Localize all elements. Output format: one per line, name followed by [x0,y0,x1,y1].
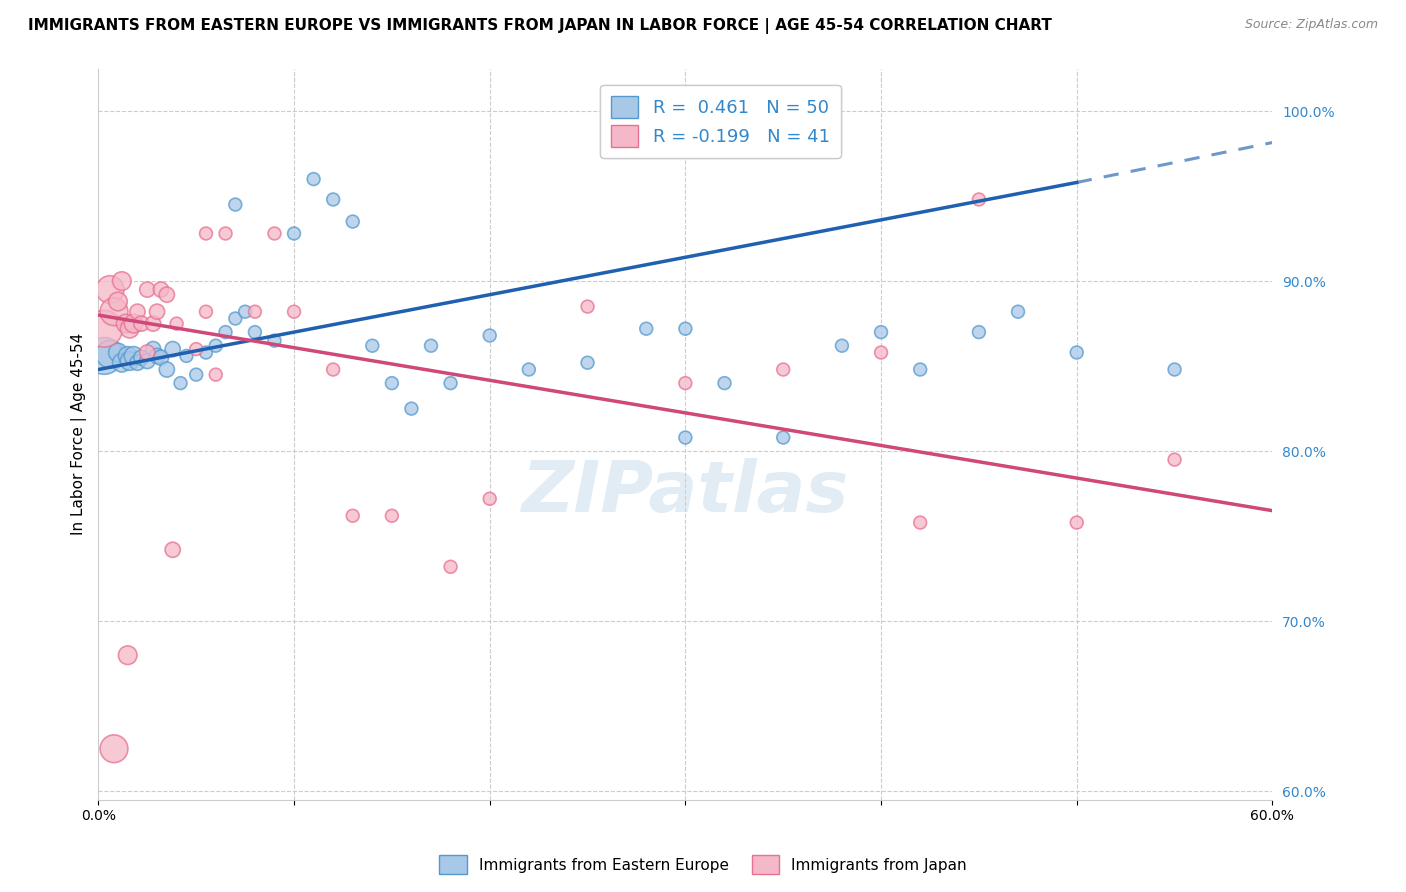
Point [146,304,169,318]
Point [870,345,893,359]
Point [131,351,153,365]
Point [870,325,893,339]
Point [114,317,136,331]
Point [127,304,149,318]
Point [117,648,139,663]
Point [127,356,149,370]
Point [381,508,404,523]
Legend: Immigrants from Eastern Europe, Immigrants from Japan: Immigrants from Eastern Europe, Immigran… [433,849,973,880]
Point [186,342,208,356]
Point [149,351,172,365]
Point [263,227,285,241]
Point [673,322,696,336]
Point [204,339,226,353]
Point [142,317,165,331]
Point [156,362,179,376]
Point [439,376,461,391]
Point [122,349,145,363]
Point [713,376,735,391]
Point [478,491,501,506]
Point [186,368,208,382]
Point [136,345,159,359]
Point [1163,362,1185,376]
Point [224,197,246,211]
Point [401,401,423,416]
Text: ZIPatlas: ZIPatlas [522,458,849,527]
Point [93,322,115,336]
Y-axis label: In Labor Force | Age 45-54: In Labor Force | Age 45-54 [72,333,87,535]
Point [103,304,125,318]
Point [322,193,344,207]
Point [673,431,696,445]
Point [576,300,599,314]
Point [342,508,364,523]
Point [420,339,443,353]
Point [636,322,658,336]
Point [439,559,461,574]
Point [831,339,853,353]
Point [204,368,226,382]
Point [194,227,217,241]
Point [93,349,115,363]
Point [478,328,501,343]
Point [772,431,794,445]
Point [322,362,344,376]
Point [1066,345,1088,359]
Point [673,376,696,391]
Point [214,325,236,339]
Point [122,317,145,331]
Point [162,542,184,557]
Point [166,317,188,331]
Point [243,304,266,318]
Point [194,304,217,318]
Point [283,304,305,318]
Point [772,362,794,376]
Point [136,283,159,297]
Point [162,342,184,356]
Point [111,356,134,370]
Point [107,294,129,309]
Legend: R =  0.461   N = 50, R = -0.199   N = 41: R = 0.461 N = 50, R = -0.199 N = 41 [600,85,841,158]
Point [1066,516,1088,530]
Point [342,214,364,228]
Point [908,516,931,530]
Point [111,274,134,288]
Point [233,304,256,318]
Point [967,325,990,339]
Point [263,334,285,348]
Text: Source: ZipAtlas.com: Source: ZipAtlas.com [1244,18,1378,31]
Point [131,317,153,331]
Point [517,362,540,376]
Point [576,356,599,370]
Point [302,172,325,186]
Point [1163,452,1185,467]
Point [146,349,169,363]
Point [98,283,121,297]
Point [283,227,305,241]
Point [156,287,179,301]
Point [149,283,172,297]
Text: IMMIGRANTS FROM EASTERN EUROPE VS IMMIGRANTS FROM JAPAN IN LABOR FORCE | AGE 45-: IMMIGRANTS FROM EASTERN EUROPE VS IMMIGR… [28,18,1052,34]
Point [361,339,384,353]
Point [176,349,198,363]
Point [136,354,159,368]
Point [118,354,141,368]
Point [98,347,121,361]
Point [194,345,217,359]
Point [107,345,129,359]
Point [118,322,141,336]
Point [243,325,266,339]
Point [103,741,125,756]
Point [214,227,236,241]
Point [381,376,404,391]
Point [224,311,246,326]
Point [1007,304,1029,318]
Point [908,362,931,376]
Point [169,376,191,391]
Point [142,342,165,356]
Point [967,193,990,207]
Point [117,349,139,363]
